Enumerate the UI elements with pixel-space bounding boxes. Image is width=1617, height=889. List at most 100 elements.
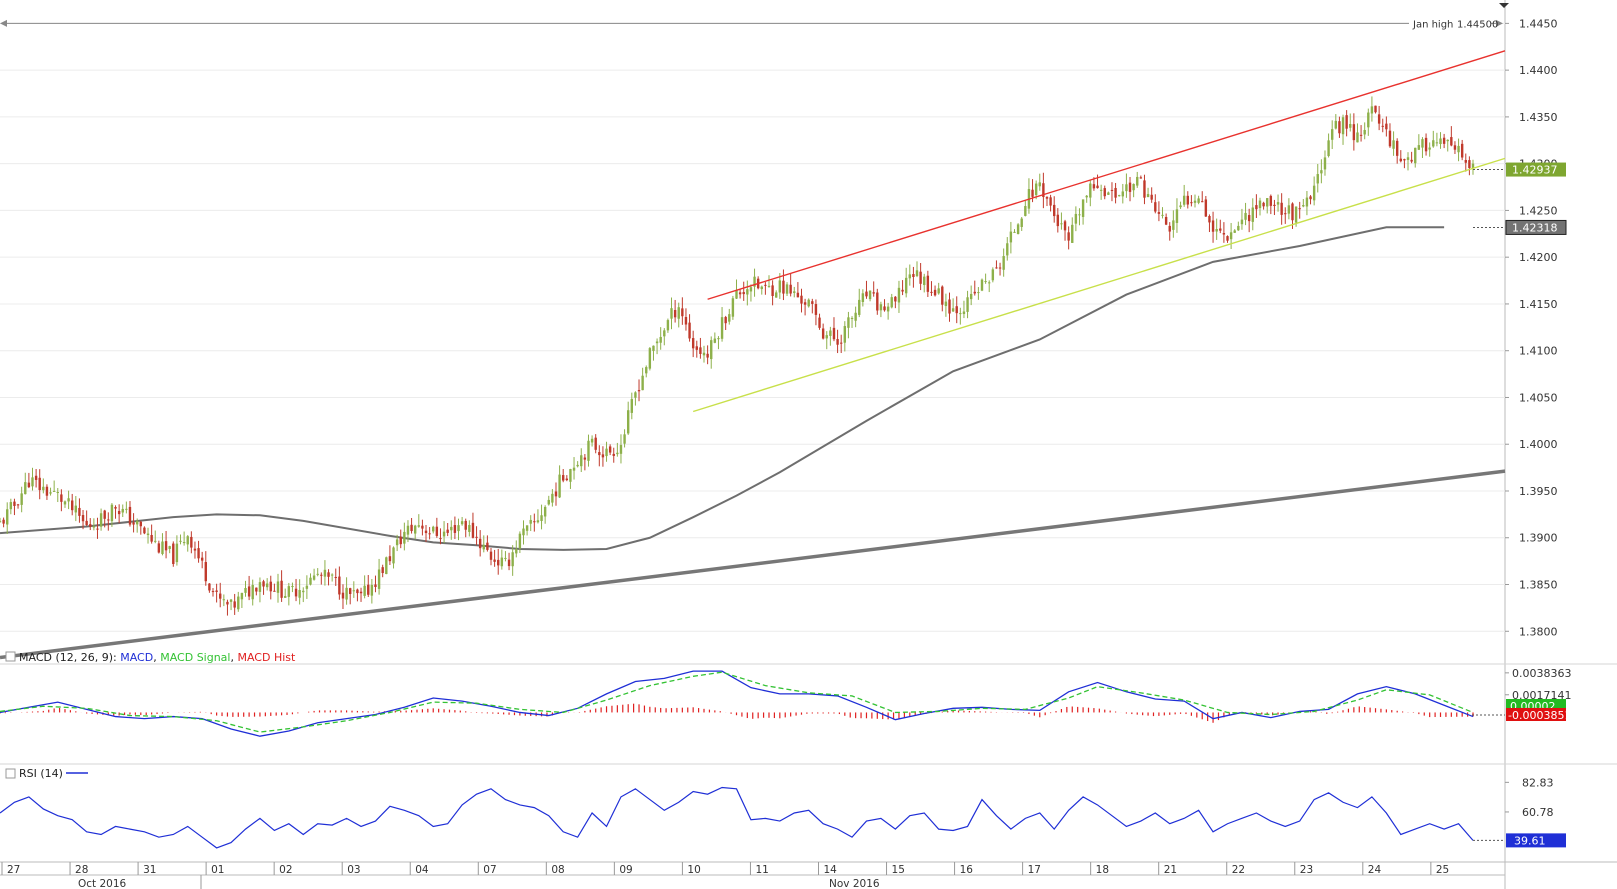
candle-body (1157, 212, 1161, 214)
candle-body (175, 543, 179, 563)
macd-collapse-icon[interactable] (5, 651, 16, 662)
candle-body (663, 330, 666, 337)
candle-body (1208, 215, 1211, 223)
candle-body (951, 308, 955, 312)
candle-body (330, 574, 334, 576)
candle-body (1204, 199, 1208, 217)
candle-body (1392, 140, 1395, 149)
candle-body (735, 290, 738, 299)
candle-body (367, 584, 370, 595)
candle-body (1161, 214, 1164, 216)
candle-body (1269, 195, 1273, 206)
candle-body (785, 284, 789, 294)
candle-body (92, 526, 96, 528)
rsi-collapse-icon[interactable] (5, 768, 16, 779)
candle-body (1132, 183, 1135, 191)
candle-body (760, 286, 763, 290)
candle-body (1172, 220, 1175, 230)
candle-body (2, 519, 5, 524)
candle-body (980, 279, 984, 291)
candle-body (522, 528, 525, 536)
candle-body (778, 280, 782, 293)
candle-body (944, 301, 948, 307)
candle-body (1201, 201, 1204, 203)
candle-body (139, 521, 143, 527)
candle-body (1240, 219, 1244, 225)
candle-body (594, 437, 597, 450)
candle-body (634, 392, 637, 398)
candle-body (1002, 256, 1005, 270)
candle-body (60, 494, 63, 502)
candle-body (1471, 163, 1475, 169)
x-tick-label: 01 (211, 864, 224, 876)
candle-body (486, 542, 489, 550)
candle-body (1110, 189, 1114, 191)
candle-body (45, 486, 49, 496)
macd-legend-hist: MACD Hist (237, 651, 296, 664)
candle-body (818, 317, 821, 328)
candle-body (1034, 183, 1038, 196)
y-tick-label: 1.4200 (1519, 251, 1558, 264)
candle-body (598, 452, 601, 456)
candle-body (482, 544, 485, 550)
candle-body (478, 538, 482, 549)
candle-body (1168, 225, 1171, 232)
candle-body (807, 299, 810, 307)
candle-body (962, 311, 966, 315)
candle-body (417, 525, 420, 527)
candle-body (1417, 145, 1421, 150)
candle-body (547, 499, 550, 505)
macd-panel: MACD (12, 26, 9): MACD, MACD Signal, MAC… (0, 651, 1572, 737)
candle-body (1291, 203, 1294, 221)
candle-body (1164, 216, 1168, 225)
candle-body (1247, 215, 1251, 222)
candle-body (1399, 158, 1402, 162)
candle-body (782, 280, 785, 294)
candle-body (562, 475, 565, 481)
x-tick-label: 08 (551, 864, 564, 876)
candle-body (1414, 147, 1417, 164)
candle-body (988, 282, 991, 284)
candle-body (67, 498, 70, 502)
candle-body (31, 477, 34, 487)
candle-body (287, 586, 291, 597)
candle-body (251, 584, 254, 600)
candle-body (1215, 228, 1218, 232)
x-tick-label: 31 (143, 864, 156, 876)
candle-body (1219, 228, 1222, 231)
candle-body (731, 298, 735, 317)
candle-body (612, 453, 615, 456)
last-price-text: 1.42937 (1512, 164, 1558, 177)
candle-body (966, 297, 969, 312)
candle-body (876, 292, 879, 311)
candle-body (457, 525, 460, 532)
y-tick-label: 1.3850 (1519, 579, 1558, 592)
macd-signal-line (0, 671, 1474, 733)
candle-body (673, 310, 677, 318)
candle-body (796, 292, 800, 298)
candle-body (1377, 114, 1381, 124)
candle-body (255, 587, 258, 592)
candle-body (460, 521, 464, 525)
candle-body (233, 601, 236, 608)
candle-body (1031, 189, 1034, 197)
candle-body (6, 509, 9, 525)
candle-body (179, 540, 182, 542)
y-tick-label: 1.4350 (1519, 111, 1558, 124)
jan-high-label-bg (1409, 16, 1491, 30)
candle-body (1056, 214, 1060, 227)
candle-body (861, 293, 865, 302)
trendline-support (0, 469, 1506, 660)
dropdown-marker-icon[interactable] (1499, 3, 1509, 8)
candle-body (1330, 129, 1334, 140)
x-tick-label: 03 (347, 864, 360, 876)
candle-body (1063, 221, 1067, 231)
candle-body (890, 297, 893, 308)
candle-body (865, 291, 868, 297)
candle-body (894, 296, 897, 302)
price-channel (692, 50, 1506, 413)
candle-body (764, 284, 767, 286)
candle-body (128, 506, 132, 525)
